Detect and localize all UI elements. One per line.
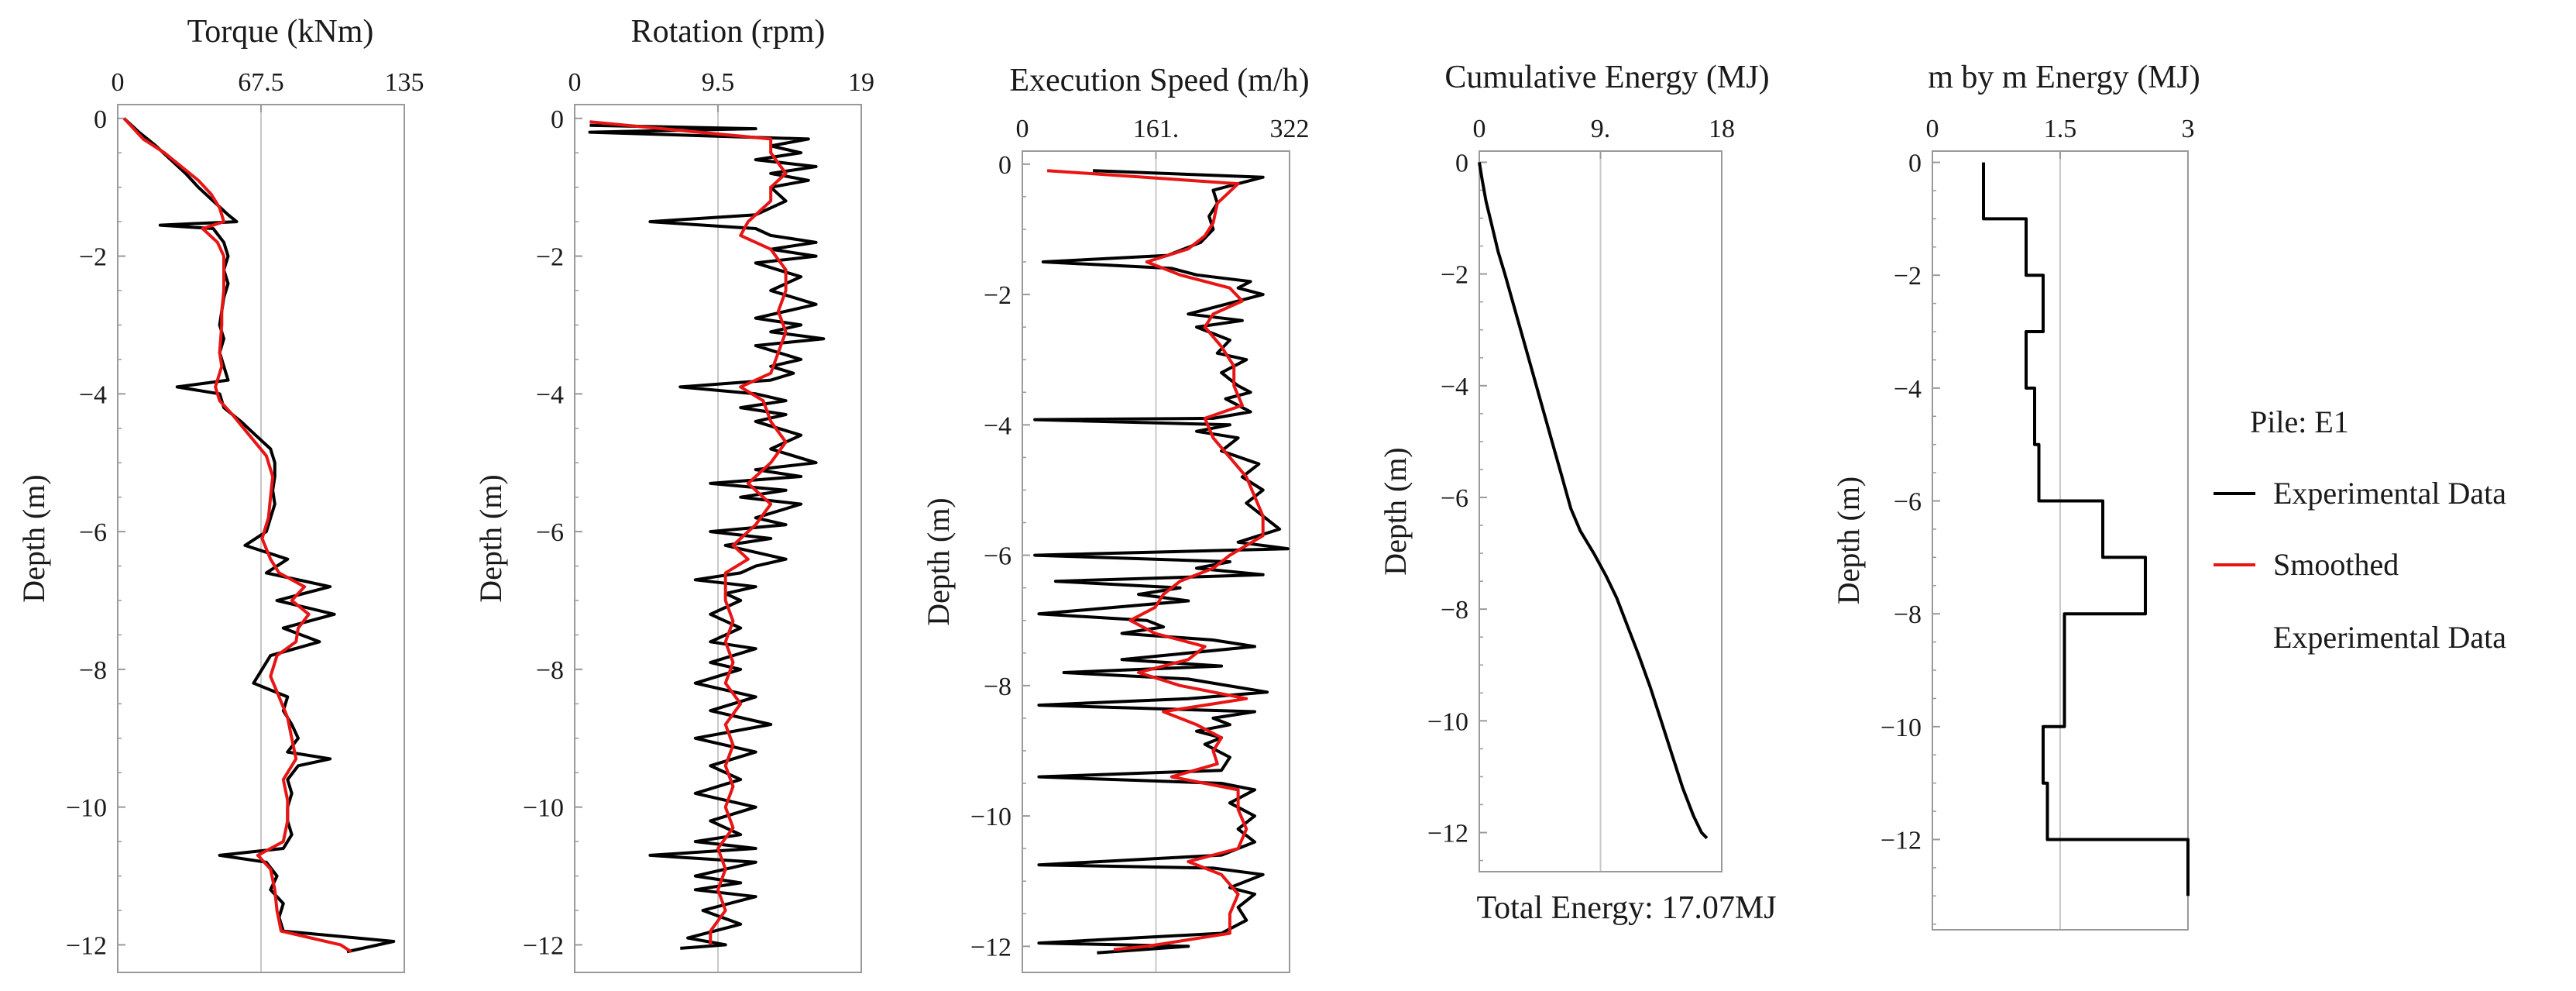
x-tick-label: 3 [2182, 115, 2195, 143]
y-tick-label: −10 [1880, 714, 1922, 742]
y-tick-label: −8 [1441, 596, 1468, 625]
y-tick-label: −4 [984, 411, 1012, 440]
y-tick-label: −2 [1894, 262, 1922, 291]
y-tick-label: −6 [79, 518, 107, 547]
y-tick-label: −4 [79, 380, 107, 409]
x-tick-label: 1.5 [2044, 115, 2077, 143]
y-axis-label: Depth (m) [16, 474, 51, 603]
x-tick-label: 135 [385, 68, 424, 97]
experimental-series-line [122, 117, 396, 954]
legend: Pile: E1 Experimental Data Smoothed Experim… [2214, 404, 2506, 655]
panel-3: 0 161. 322 0 −2 −4 −6 −8 −10 −12 Execution Speed (… [921, 63, 1310, 973]
panel-5: 0 1.5 3 0 −2 −4 −6 −8 −10 −12 m by m Energy (MJ) De… [1831, 60, 2200, 931]
experimental-series-line [1982, 162, 2190, 896]
smoothed-series-line [589, 120, 788, 945]
x-tick-label: 67.5 [238, 68, 284, 97]
panel-title: m by m Energy (MJ) [1928, 60, 2200, 95]
y-tick-label: −8 [79, 656, 107, 685]
y-tick-label: −8 [536, 656, 564, 685]
experimental-series-line [1033, 169, 1290, 955]
y-tick-label: −12 [66, 931, 107, 960]
x-tick-label: 9. [1591, 115, 1611, 143]
experimental-series-line [1478, 162, 1709, 840]
panel-title: Execution Speed (m/h) [1009, 63, 1309, 98]
y-tick-label: 0 [1908, 150, 1922, 178]
y-tick-label: 0 [998, 151, 1012, 180]
experimental-series-line [588, 123, 826, 950]
x-tick-label: 0 [568, 68, 582, 97]
x-tick-label: 18 [1709, 115, 1735, 143]
panel-title: Torque (kNm) [187, 14, 374, 50]
panel-4: 0 9. 18 0 −2 −4 −6 −8 −10 −12 Cumulative Energy (M… [1378, 60, 1770, 872]
y-axis-label: Depth (m) [1378, 447, 1413, 576]
panel-title: Rotation (rpm) [631, 14, 826, 50]
panel-2: 0 9.5 19 0 −2 −4 −6 −8 −10 −12 Rotation (rpm) Depth… [473, 14, 874, 973]
x-tick-label: 0 [1016, 115, 1029, 143]
y-tick-label: −2 [536, 243, 564, 272]
panel-1: 0 67.5 135 0 −2 −4 −6 −8 −10 −12 Torque (kNm) Depth… [16, 14, 424, 973]
y-tick-label: −10 [1427, 707, 1468, 736]
legend-experimental-label: Experimental Data [2273, 476, 2506, 511]
x-tick-label: 161. [1133, 115, 1180, 143]
x-tick-label: 322 [1270, 115, 1310, 143]
y-tick-label: −12 [1880, 826, 1922, 855]
x-tick-label: 0 [1473, 115, 1486, 143]
y-tick-label: −4 [1894, 375, 1922, 404]
y-tick-label: −10 [970, 803, 1012, 831]
smoothed-series-line [122, 117, 352, 953]
x-tick-label: 9.5 [702, 68, 735, 97]
legend-title: Pile: E1 [2250, 404, 2349, 439]
y-tick-label: −6 [536, 518, 564, 547]
y-tick-label: −6 [1894, 488, 1922, 517]
y-tick-label: −2 [79, 243, 107, 272]
y-axis-label: Depth (m) [921, 497, 956, 626]
y-tick-label: −10 [66, 794, 107, 823]
y-tick-label: 0 [94, 105, 107, 134]
y-axis-label: Depth (m) [473, 474, 508, 603]
y-tick-label: 0 [551, 105, 564, 134]
x-tick-label: 0 [112, 68, 125, 97]
y-tick-label: −4 [536, 380, 564, 409]
y-tick-label: −6 [1441, 484, 1468, 513]
legend-smoothed-label-line2: Experimental Data [2273, 620, 2506, 655]
x-tick-label: 0 [1926, 115, 1939, 143]
legend-smoothed-label: Smoothed [2273, 547, 2399, 582]
y-tick-label: −12 [523, 931, 564, 960]
y-tick-label: −8 [1894, 600, 1922, 629]
panel-title: Cumulative Energy (MJ) [1444, 60, 1769, 95]
y-axis-label: Depth (m) [1831, 477, 1866, 605]
total-energy-label: Total Energy: 17.07MJ [1476, 890, 1776, 926]
y-tick-label: −12 [1427, 820, 1468, 848]
y-tick-label: −4 [1441, 373, 1468, 401]
x-tick-label: 19 [848, 68, 874, 97]
y-tick-label: 0 [1455, 149, 1468, 177]
y-tick-label: −2 [1441, 261, 1468, 290]
y-tick-label: −8 [984, 673, 1012, 701]
smoothed-series-line [1046, 169, 1265, 951]
y-tick-label: −10 [523, 794, 564, 823]
y-tick-label: −6 [984, 542, 1012, 571]
y-tick-label: −2 [984, 281, 1012, 310]
y-tick-label: −12 [970, 933, 1012, 962]
